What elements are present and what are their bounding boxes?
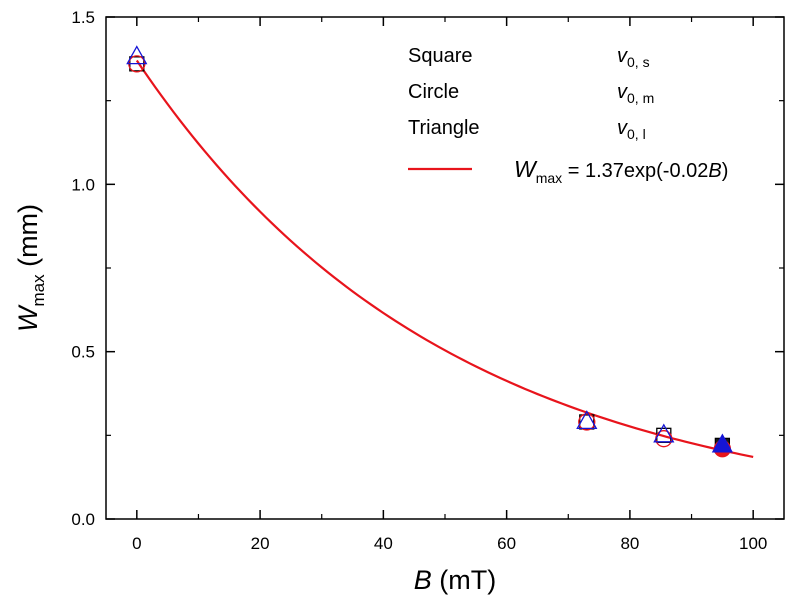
fit-rhs-var: B [708,160,721,182]
legend-value-var: v [617,117,628,139]
fit-rhs-suffix: ) [722,160,729,182]
y-tick-label: 1.0 [71,175,95,194]
legend-fit-equation: Wmax = 1.37exp(-0.02B) [514,156,728,186]
x-tick-labels: 0 20 40 60 80 100 [132,534,767,553]
legend-value-sub: 0, m [627,90,654,106]
x-tick-label: 80 [620,534,639,553]
y-axis-title: Wmax (mm) [13,204,48,332]
legend-label-square: Square [408,45,473,67]
triangle-marker [126,45,148,65]
circle-marker [578,413,596,431]
y-tick-labels: 0.0 0.5 1.0 1.5 [71,8,95,529]
y-tick-label: 1.5 [71,8,95,27]
fit-rhs-prefix: = 1.37exp(-0.02 [562,160,708,182]
x-tick-label: 60 [497,534,516,553]
legend-value-var: v [617,45,628,67]
x-tick-label: 20 [251,534,270,553]
legend-value-triangle: v0, l [617,117,646,142]
y-tick-label: 0.0 [71,510,95,529]
data-markers [126,45,734,458]
x-tick-label: 0 [132,534,141,553]
axis-ticks [106,16,784,520]
legend-label-triangle: Triangle [408,117,480,139]
triangle-marker [653,423,675,443]
x-tick-label: 100 [739,534,767,553]
legend-value-square: v0, s [617,45,650,70]
triangle-marker [576,410,598,430]
fit-layer [135,59,754,459]
x-axis-title: B (mT) [414,565,496,595]
legend-value-sub: 0, s [627,54,650,70]
square-marker [579,414,595,430]
x-tick-label: 40 [374,534,393,553]
triangle-marker [711,433,734,453]
legend-label-circle: Circle [408,81,459,103]
fit-lhs-sub: max [536,170,562,186]
legend-value-circle: v0, m [617,81,654,106]
legend-value-sub: 0, l [627,126,646,142]
y-tick-label: 0.5 [71,343,95,362]
legend-value-var: v [617,81,628,103]
fit-curve [135,59,754,459]
fit-lhs-var: W [514,156,538,182]
